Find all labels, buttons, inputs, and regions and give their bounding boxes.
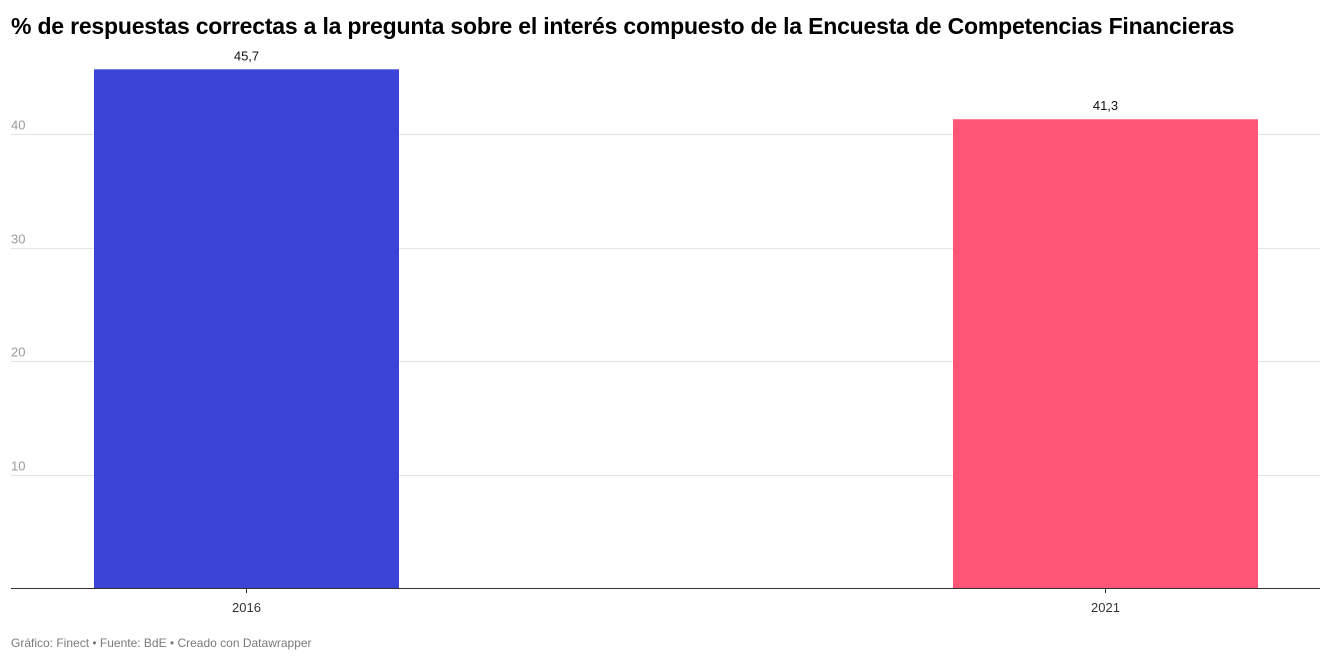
y-tick-label-20: 20	[11, 345, 25, 360]
labels: 10 20 30 40 45,7 2016 41,3 2021	[11, 48, 1320, 615]
value-label-2016: 45,7	[234, 48, 259, 63]
y-tick-label-30: 30	[11, 232, 25, 247]
chart-title: % de respuestas correctas a la pregunta …	[11, 13, 1235, 39]
bar-2021	[953, 119, 1258, 589]
y-tick-label-10: 10	[11, 459, 25, 474]
x-tick-label-2021: 2021	[1091, 600, 1120, 615]
value-label-2021: 41,3	[1093, 98, 1118, 113]
chart-footer: Gráfico: Finect • Fuente: BdE • Creado c…	[11, 636, 312, 650]
y-tick-label-40: 40	[11, 118, 25, 133]
x-tick-label-2016: 2016	[232, 600, 261, 615]
bar-2016	[94, 69, 399, 589]
bars	[94, 69, 1258, 589]
